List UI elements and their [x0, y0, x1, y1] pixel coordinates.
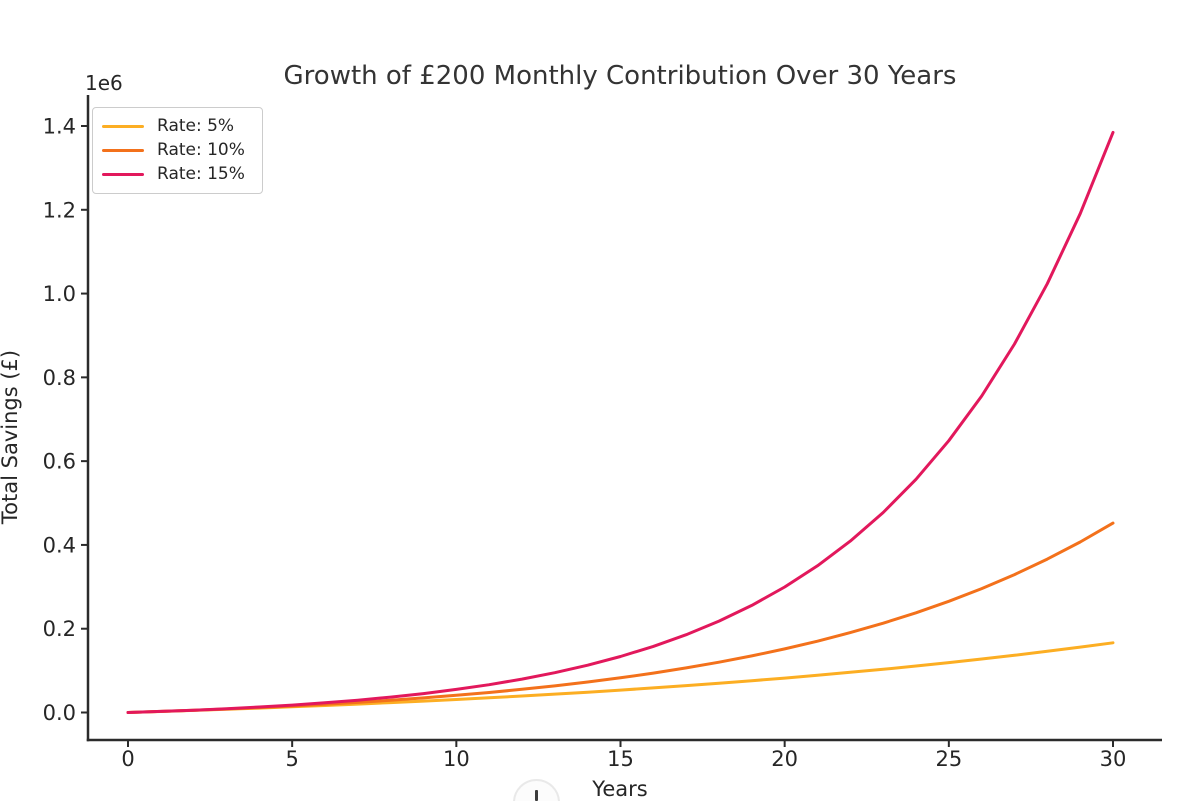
legend-entry: Rate: 15%	[102, 166, 253, 183]
series-line	[126, 130, 1115, 714]
y-tick-label: 0.6	[43, 450, 76, 474]
legend-entry-label: Rate: 10%	[157, 140, 245, 160]
x-tick-label: 5	[285, 747, 298, 771]
x-tick-label: 30	[1100, 747, 1127, 771]
legend-swatch-line-icon	[102, 172, 144, 177]
y-tick-label: 0.4	[43, 533, 76, 557]
y-tick-label: 1.0	[43, 282, 76, 306]
series-line	[126, 521, 1115, 714]
x-tick-label: 15	[607, 747, 634, 771]
x-tick-label: 0	[121, 747, 134, 771]
cursor-caret-icon	[535, 790, 538, 801]
axes: 0.0 0.2 0.4 0.6 0.8 1.0 1.2 1.4 0 5 10 15 20 25 30	[43, 95, 1162, 771]
y-tick-label: 0.2	[43, 617, 76, 641]
legend-swatch-line-icon	[102, 124, 144, 129]
x-tick-label: 25	[935, 747, 962, 771]
x-tick-label: 20	[771, 747, 798, 771]
y-tick-label: 1.4	[43, 115, 76, 139]
legend-entry: Rate: 10%	[102, 142, 253, 159]
series-lines	[126, 130, 1115, 714]
legend-swatch-line-icon	[102, 148, 144, 153]
chart-title: Growth of £200 Monthly Contribution Over…	[284, 61, 957, 91]
y-tick-label: 1.2	[43, 198, 76, 222]
legend: Rate: 5% Rate: 10% Rate: 15%	[92, 107, 263, 194]
y-tick-label: 0.0	[43, 701, 76, 725]
y-axis-offset-text: 1e6	[85, 71, 123, 95]
y-axis-label: Total Savings (£)	[0, 350, 22, 525]
legend-entry-label: Rate: 15%	[157, 164, 245, 184]
x-axis-label: Years	[591, 777, 647, 801]
legend-entry-label: Rate: 5%	[157, 116, 235, 136]
legend-entry: Rate: 5%	[102, 118, 253, 135]
y-tick-label: 0.8	[43, 366, 76, 390]
x-tick-label: 10	[443, 747, 470, 771]
